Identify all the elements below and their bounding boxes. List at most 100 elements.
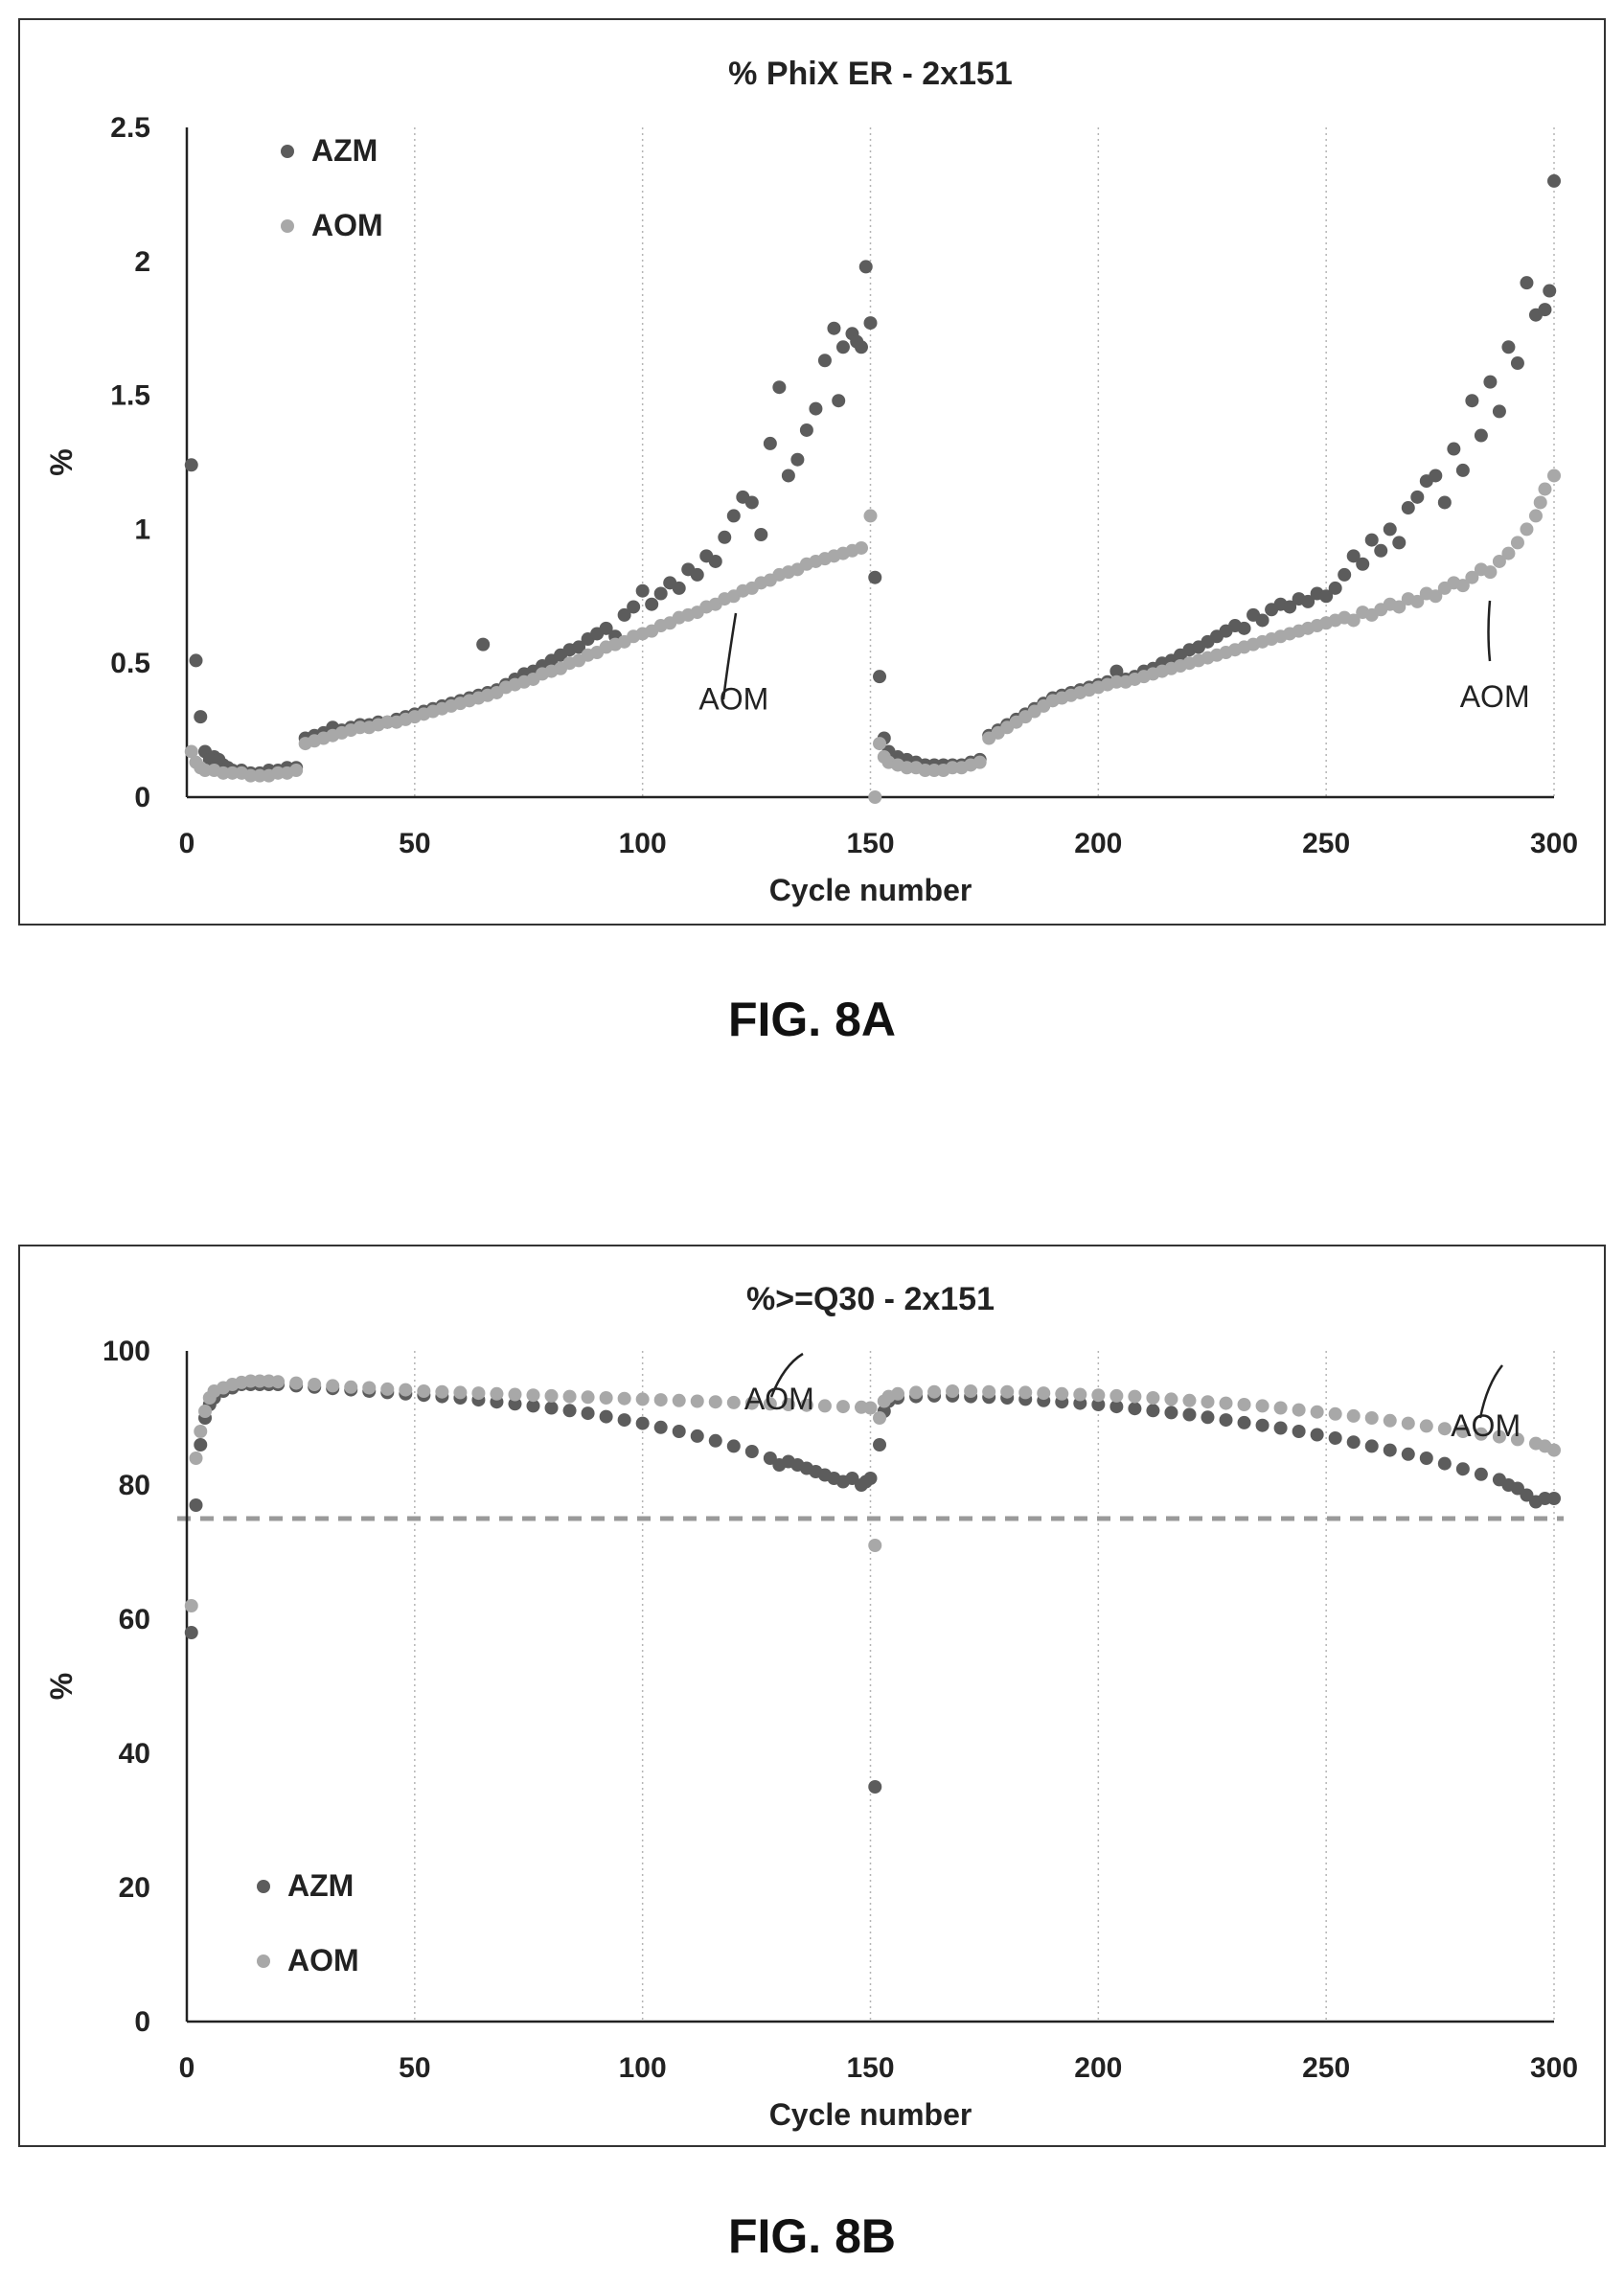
- data-point: [1528, 509, 1543, 523]
- data-point: [194, 710, 208, 724]
- x-tick-label: 150: [846, 2052, 894, 2084]
- data-point: [708, 1395, 722, 1409]
- data-point: [1410, 594, 1425, 608]
- data-point: [1538, 303, 1552, 317]
- data-point: [599, 621, 613, 635]
- x-tick-label: 50: [399, 2052, 430, 2084]
- data-point: [1455, 1425, 1470, 1438]
- data-point: [1182, 1393, 1197, 1407]
- data-point: [1338, 567, 1352, 582]
- data-point: [1383, 1443, 1397, 1457]
- data-point: [1455, 579, 1470, 593]
- data-point: [1109, 1400, 1124, 1414]
- data-point: [1392, 536, 1407, 550]
- data-point: [635, 583, 650, 598]
- data-point: [873, 737, 887, 751]
- data-point: [1401, 501, 1415, 515]
- data-point: [1437, 1456, 1452, 1471]
- data-point: [781, 1398, 795, 1411]
- data-point: [1501, 340, 1516, 354]
- data-point: [1492, 1429, 1506, 1444]
- data-point: [726, 1439, 741, 1453]
- data-point: [653, 1393, 668, 1407]
- series-aom: [184, 1374, 1561, 1612]
- data-point: [435, 1384, 449, 1399]
- chart-frame: [18, 1245, 1606, 2147]
- data-point: [1301, 594, 1315, 608]
- data-point: [1547, 469, 1561, 483]
- data-point: [863, 316, 878, 331]
- data-point: [1392, 600, 1407, 614]
- x-tick-label: 250: [1302, 2052, 1350, 2084]
- data-point: [946, 1384, 960, 1398]
- data-point: [1037, 1386, 1051, 1401]
- data-point: [744, 1396, 759, 1410]
- data-point: [653, 1420, 668, 1434]
- y-tick-label: 20: [119, 1872, 150, 1904]
- y-tick-label: 60: [119, 1604, 150, 1635]
- data-point: [1429, 469, 1443, 483]
- data-point: [1547, 173, 1561, 188]
- data-point: [599, 1409, 613, 1424]
- data-point: [1543, 284, 1557, 298]
- data-point: [189, 653, 203, 668]
- x-axis-label: Cycle number: [769, 2097, 972, 2132]
- data-point: [362, 1381, 377, 1395]
- y-tick-label: 0.5: [110, 648, 150, 679]
- data-point: [1437, 1422, 1452, 1436]
- data-point: [1383, 1413, 1397, 1428]
- data-point: [809, 401, 823, 416]
- data-point: [1310, 1428, 1324, 1442]
- data-point: [1547, 1443, 1561, 1457]
- data-point: [344, 1380, 358, 1394]
- annotation-leader: [721, 612, 738, 700]
- data-point: [672, 1393, 686, 1407]
- data-point: [891, 1386, 905, 1401]
- data-point: [1310, 1405, 1324, 1419]
- data-point: [1201, 1410, 1215, 1425]
- chart-title: %>=Q30 - 2x151: [746, 1281, 995, 1317]
- data-point: [1346, 549, 1361, 563]
- data-point: [1356, 557, 1370, 571]
- data-point: [1483, 375, 1498, 389]
- y-tick-label: 1: [134, 514, 150, 545]
- data-point: [708, 554, 722, 568]
- data-point: [1055, 1386, 1069, 1401]
- data-point: [645, 597, 659, 611]
- data-point: [799, 1398, 813, 1412]
- data-point: [772, 380, 787, 395]
- y-tick-label: 100: [103, 1336, 150, 1367]
- data-point: [726, 1395, 741, 1409]
- data-point: [1474, 1467, 1488, 1481]
- data-point: [653, 586, 668, 601]
- data-point: [763, 1397, 777, 1411]
- data-point: [617, 607, 631, 622]
- chart-phix-error-rate: % PhiX ER - 2x151 0 50 100 150 200 250 300 0 0.5 1…: [18, 18, 1606, 926]
- data-point: [868, 790, 882, 804]
- data-point: [832, 394, 846, 408]
- annotation-leader: [769, 1352, 804, 1398]
- data-point: [289, 764, 304, 778]
- data-point: [1447, 442, 1461, 456]
- data-point: [744, 1445, 759, 1458]
- data-point: [1364, 1411, 1379, 1425]
- data-point: [873, 1438, 887, 1452]
- data-point: [1547, 1492, 1561, 1505]
- data-point: [1292, 1425, 1306, 1438]
- data-point: [1346, 613, 1361, 628]
- data-point: [1455, 463, 1470, 477]
- data-point: [1255, 1399, 1269, 1413]
- annotation-label: AOM: [744, 1382, 814, 1416]
- data-point: [1474, 428, 1488, 443]
- x-tick-label: 250: [1302, 828, 1350, 859]
- legend-marker: [281, 219, 294, 233]
- data-point: [1328, 1406, 1342, 1421]
- data-point: [1346, 1408, 1361, 1423]
- data-point: [964, 1384, 978, 1398]
- data-point: [194, 1425, 208, 1438]
- data-point: [635, 1392, 650, 1406]
- data-point: [1383, 522, 1397, 537]
- x-tick-label: 200: [1074, 828, 1122, 859]
- data-point: [1018, 1385, 1033, 1400]
